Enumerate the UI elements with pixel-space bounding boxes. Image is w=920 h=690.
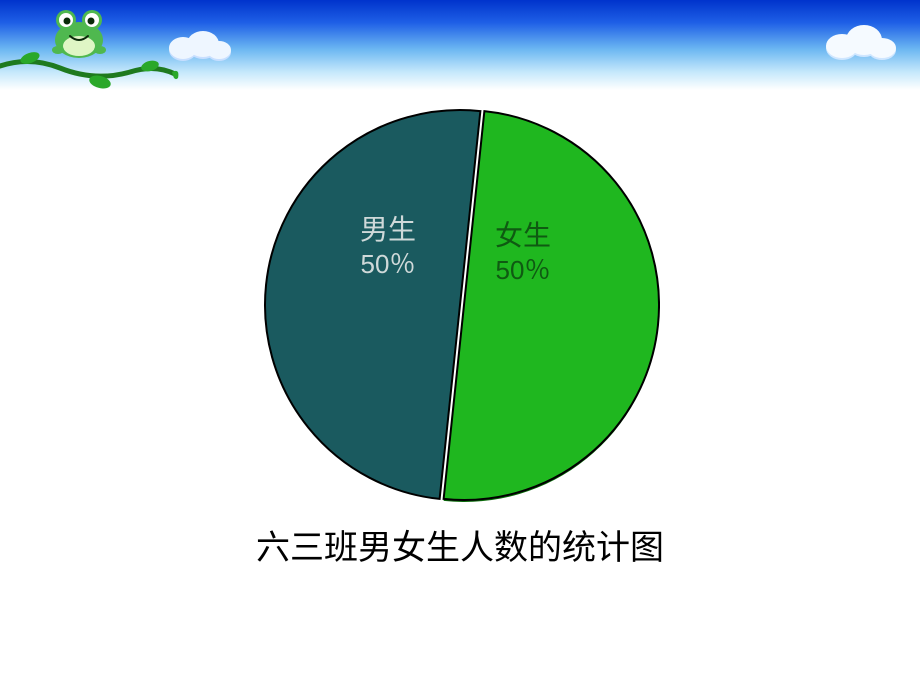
chart-title-text: 六三班男女生人数的统计图 (256, 529, 664, 567)
cloud-right (820, 22, 900, 64)
slice-percent-male: 50％ (360, 248, 416, 282)
slice-percent-female: 50％ (495, 254, 551, 288)
pie-svg (260, 105, 660, 505)
pie-chart: 男生50％女生50％ (260, 105, 660, 505)
frog-decoration (44, 2, 114, 67)
slice-label-female: 女生50％ (495, 218, 551, 288)
pie-slice-male (265, 110, 480, 499)
pie-slice-female (444, 111, 659, 500)
slice-name-female: 女生 (495, 218, 551, 254)
chart-title: 六三班男女生人数的统计图 (256, 520, 664, 569)
slice-name-male: 男生 (360, 212, 416, 248)
slice-label-male: 男生50％ (360, 212, 416, 282)
sky-banner (0, 0, 920, 90)
